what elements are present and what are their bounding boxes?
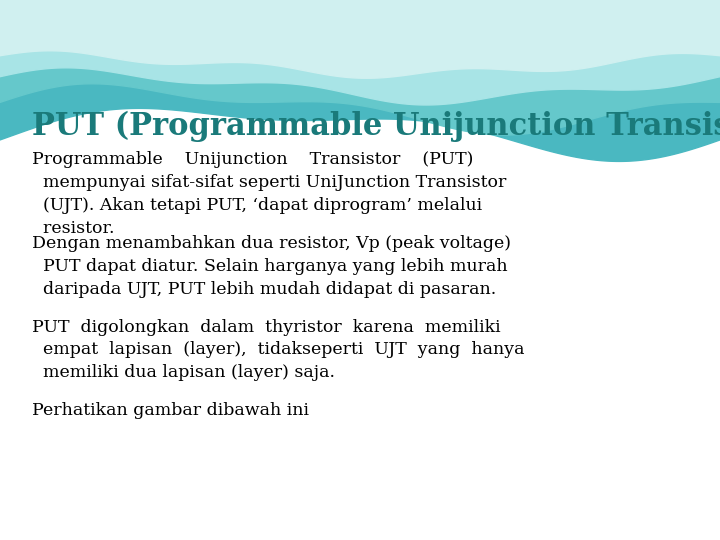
Text: PUT  digolongkan  dalam  thyristor  karena  memiliki
  empat  lapisan  (layer), : PUT digolongkan dalam thyristor karena m… (32, 319, 525, 381)
Text: Perhatikan gambar dibawah ini: Perhatikan gambar dibawah ini (32, 402, 310, 419)
Text: Programmable    Unijunction    Transistor    (PUT)
  mempunyai sifat-sifat seper: Programmable Unijunction Transistor (PUT… (32, 151, 507, 237)
Text: PUT (Programmable Unijunction Transistor ): PUT (Programmable Unijunction Transistor… (32, 111, 720, 142)
Text: Dengan menambahkan dua resistor, Vp (peak voltage)
  PUT dapat diatur. Selain ha: Dengan menambahkan dua resistor, Vp (pea… (32, 235, 511, 298)
